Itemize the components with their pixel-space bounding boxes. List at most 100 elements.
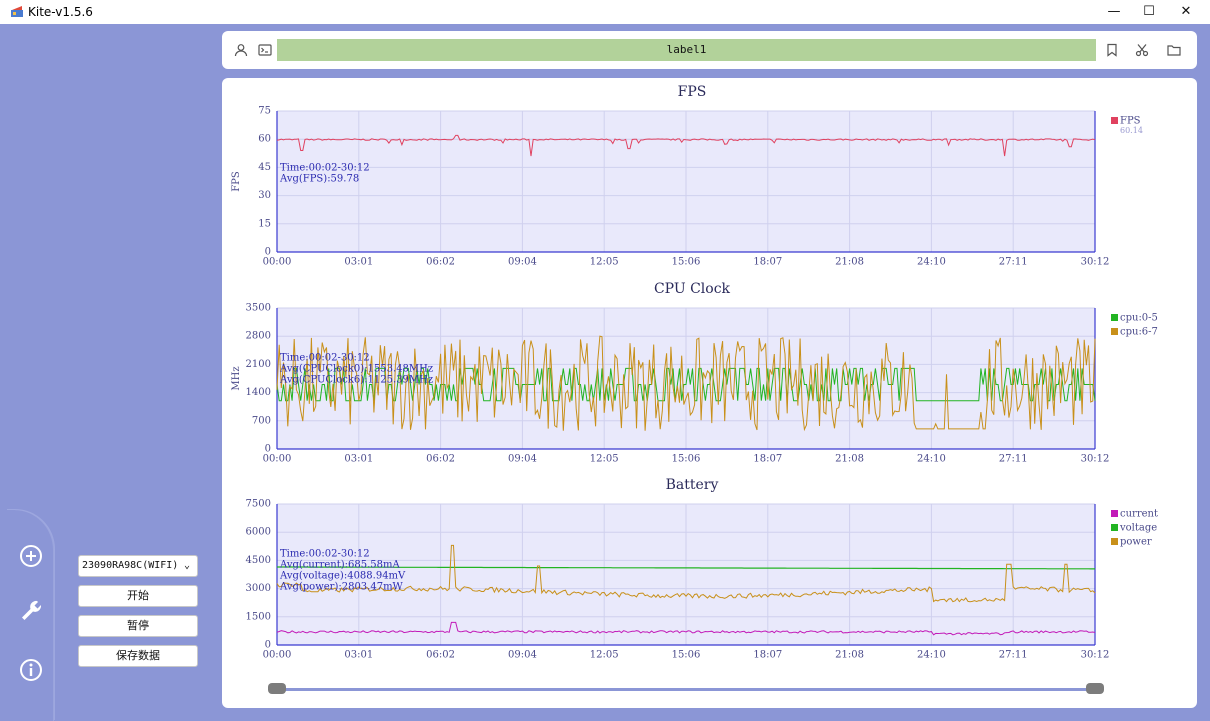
slider-handle-start[interactable]	[268, 683, 286, 694]
y-axis-label: FPS	[231, 171, 242, 192]
y-tick-label: 60	[258, 134, 271, 145]
y-tick-label: 30	[258, 190, 271, 201]
x-tick-label: 00:00	[263, 650, 292, 661]
chart-annotation: Time:00:02-30:12	[280, 549, 370, 560]
app-logo-icon	[11, 6, 23, 17]
x-tick-label: 12:05	[590, 257, 619, 268]
x-tick-label: 06:02	[426, 257, 455, 268]
x-tick-label: 00:00	[263, 257, 292, 268]
label-field[interactable]: label1	[277, 39, 1096, 61]
window-title: Kite-v1.5.6	[28, 5, 93, 19]
x-tick-label: 06:02	[426, 454, 455, 465]
x-tick-label: 12:05	[590, 454, 619, 465]
legend-swatch	[1111, 328, 1118, 335]
x-tick-label: 21:08	[835, 454, 864, 465]
start-button[interactable]: 开始	[78, 585, 198, 607]
x-tick-label: 27:11	[999, 257, 1028, 268]
x-tick-label: 15:06	[672, 650, 701, 661]
y-tick-label: 45	[258, 162, 271, 173]
chart-title: FPS	[678, 84, 707, 100]
legend-sublabel: 60.14	[1120, 126, 1143, 135]
y-tick-label: 700	[252, 415, 271, 426]
bookmark-icon[interactable]	[1105, 43, 1119, 57]
y-tick-label: 4500	[246, 555, 271, 566]
chart-annotation: Avg(voltage):4088.94mV	[279, 571, 406, 582]
y-tick-label: 1500	[246, 611, 271, 622]
legend-label: power	[1120, 537, 1152, 548]
x-tick-label: 30:12	[1081, 454, 1110, 465]
y-tick-label: 0	[265, 640, 271, 651]
chart-annotation: Avg(FPS):59.78	[279, 174, 359, 185]
folder-icon[interactable]	[1167, 43, 1181, 57]
x-tick-label: 24:10	[917, 454, 946, 465]
y-tick-label: 2100	[246, 359, 271, 370]
y-tick-label: 2800	[246, 331, 271, 342]
y-tick-label: 7500	[246, 499, 271, 510]
y-tick-label: 1400	[246, 387, 271, 398]
chart-title: CPU Clock	[654, 281, 731, 297]
terminal-icon[interactable]	[258, 43, 272, 57]
y-tick-label: 15	[258, 218, 271, 229]
x-tick-label: 18:07	[753, 257, 782, 268]
chart-annotation: Time:00:02-30:12	[280, 353, 370, 364]
user-icon[interactable]	[234, 43, 248, 57]
slider-handle-end[interactable]	[1086, 683, 1104, 694]
device-select-value: 23090RA98C(WIFI)	[82, 560, 179, 571]
time-range-slider[interactable]	[277, 688, 1099, 691]
wrench-icon[interactable]	[18, 598, 44, 624]
y-tick-label: 3500	[246, 303, 271, 314]
x-tick-label: 09:04	[508, 454, 537, 465]
x-tick-label: 27:11	[999, 454, 1028, 465]
chart-annotation: Avg(current):685.58mA	[279, 560, 400, 571]
x-tick-label: 24:10	[917, 257, 946, 268]
legend-swatch	[1111, 314, 1118, 321]
maximize-button[interactable]: ☐	[1143, 4, 1155, 19]
series-line-FPS	[276, 134, 1096, 157]
scissors-icon[interactable]	[1135, 43, 1149, 57]
x-tick-label: 09:04	[508, 650, 537, 661]
x-tick-label: 09:04	[508, 257, 537, 268]
pause-button[interactable]: 暂停	[78, 615, 198, 637]
legend-label: voltage	[1119, 523, 1157, 534]
y-axis-label: MHz	[231, 366, 242, 390]
left-sidebar	[6, 510, 54, 721]
x-tick-label: 21:08	[835, 650, 864, 661]
x-tick-label: 18:07	[753, 454, 782, 465]
top-toolbar: label1	[222, 31, 1197, 69]
x-tick-label: 03:01	[344, 650, 373, 661]
series-line-current	[276, 621, 1096, 636]
x-tick-label: 15:06	[672, 257, 701, 268]
x-tick-label: 06:02	[426, 650, 455, 661]
save-data-button[interactable]: 保存数据	[78, 645, 198, 667]
chart-annotation: Avg(CPUClock6):1125.39MHz	[279, 375, 433, 386]
charts-area: FPS 0 15 30 45 60 75 00:00 03:01 06:02 09:04 12:05 1…	[231, 84, 1158, 661]
info-icon[interactable]	[18, 657, 44, 683]
x-tick-label: 30:12	[1081, 650, 1110, 661]
title-bar: Kite-v1.5.6 — ☐ ✕	[0, 0, 1210, 24]
x-tick-label: 03:01	[344, 257, 373, 268]
charts-panel: FPS 0 15 30 45 60 75 00:00 03:01 06:02 09:04 12:05 1…	[222, 78, 1197, 708]
series-line-voltage	[277, 566, 1095, 570]
device-controls: 23090RA98C(WIFI) ⌄ 开始 暂停 保存数据	[78, 555, 198, 667]
legend-swatch	[1111, 510, 1118, 517]
minimize-button[interactable]: —	[1107, 4, 1121, 19]
close-button[interactable]: ✕	[1180, 4, 1192, 19]
legend-label: cpu:6-7	[1120, 327, 1158, 338]
x-tick-label: 00:00	[263, 454, 292, 465]
chevron-down-icon: ⌄	[183, 560, 190, 571]
device-select[interactable]: 23090RA98C(WIFI) ⌄	[78, 555, 198, 577]
legend-label: cpu:0-5	[1120, 313, 1158, 324]
legend-label: current	[1120, 509, 1158, 520]
legend-swatch	[1111, 524, 1118, 531]
y-tick-label: 0	[265, 247, 271, 258]
x-tick-label: 03:01	[344, 454, 373, 465]
x-tick-label: 21:08	[835, 257, 864, 268]
series-line-cpu-6-7	[276, 335, 1096, 432]
add-circle-icon[interactable]	[18, 543, 44, 569]
y-tick-label: 0	[265, 444, 271, 455]
x-tick-label: 27:11	[999, 650, 1028, 661]
x-tick-label: 18:07	[753, 650, 782, 661]
x-tick-label: 15:06	[672, 454, 701, 465]
series-line-power	[276, 544, 1096, 603]
